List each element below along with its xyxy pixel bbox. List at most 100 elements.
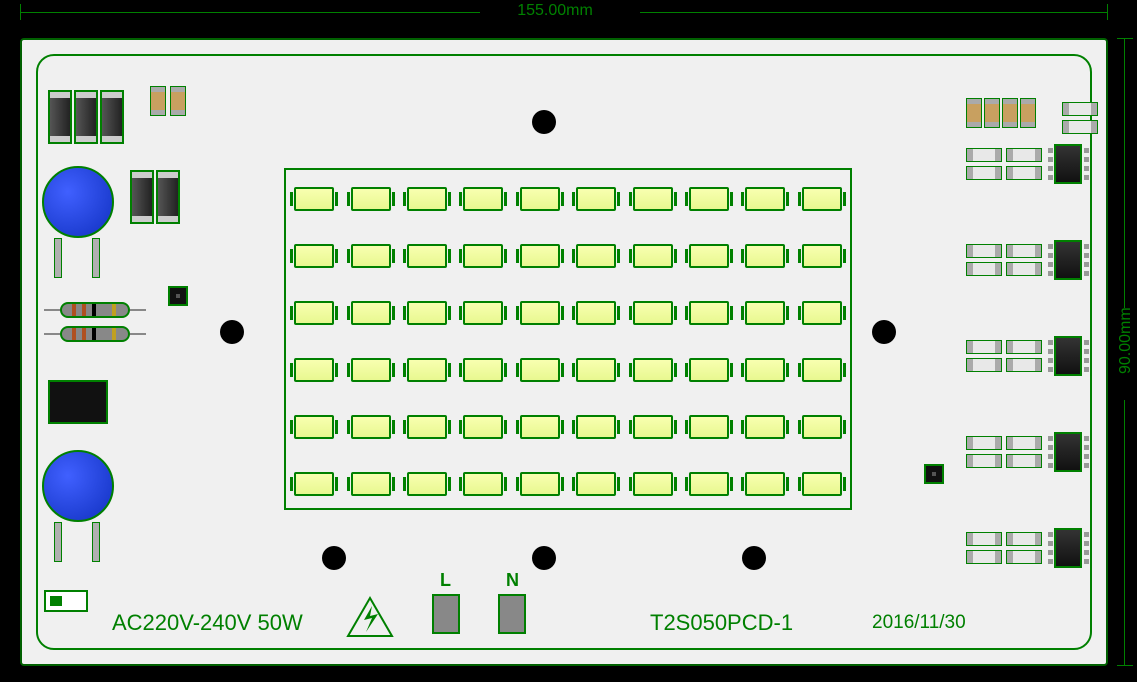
varistor-bottom (42, 450, 114, 522)
smd-resistor (1006, 454, 1042, 468)
smd-resistor (1062, 102, 1098, 116)
led (407, 472, 447, 496)
led (802, 415, 842, 439)
fiducial (168, 286, 188, 306)
smd-cap (984, 98, 1000, 128)
mounting-hole (532, 110, 556, 134)
smd-resistor (966, 454, 1002, 468)
driver-ic (1054, 336, 1082, 376)
driver-ic (1054, 240, 1082, 280)
smd-resistor (1006, 166, 1042, 180)
smd-resistor (1006, 532, 1042, 546)
smd-cap (150, 86, 166, 116)
smd-resistor (966, 358, 1002, 372)
mounting-hole (322, 546, 346, 570)
led (520, 301, 560, 325)
electrolytic-cap (156, 170, 180, 224)
smd-cap (1002, 98, 1018, 128)
led (351, 187, 391, 211)
smd-resistor (966, 436, 1002, 450)
smd-resistor (966, 166, 1002, 180)
smd-resistor (966, 244, 1002, 258)
smd-cap (1020, 98, 1036, 128)
led (576, 244, 616, 268)
driver-ic (1054, 528, 1082, 568)
led (463, 244, 503, 268)
smd-resistor (1006, 436, 1042, 450)
led (745, 187, 785, 211)
sot-ic (48, 380, 108, 424)
led (351, 301, 391, 325)
terminal-pad (432, 594, 460, 634)
led (802, 358, 842, 382)
electrolytic-cap (130, 170, 154, 224)
led (294, 472, 334, 496)
led (633, 358, 673, 382)
led (576, 472, 616, 496)
led (689, 244, 729, 268)
led-array (284, 168, 852, 510)
electrolytic-cap (74, 90, 98, 144)
led (633, 244, 673, 268)
led (633, 187, 673, 211)
dimension-width: 155.00mm (0, 2, 1110, 20)
terminal-label: N (506, 570, 519, 591)
terminal-label: L (440, 570, 451, 591)
driver-ic (1054, 144, 1082, 184)
led (407, 358, 447, 382)
smd-cap (170, 86, 186, 116)
mounting-hole (872, 320, 896, 344)
dimension-height: 90.00mm (1117, 0, 1135, 682)
pcb-board: LN AC220V-240V 50W T2S050PCD-1 2016/11/3… (20, 38, 1108, 666)
through-hole-resistor-2 (60, 326, 130, 342)
led (689, 301, 729, 325)
smd-resistor (966, 262, 1002, 276)
led (520, 415, 560, 439)
led (294, 244, 334, 268)
led (633, 415, 673, 439)
led (407, 187, 447, 211)
led (463, 415, 503, 439)
varistor-top (42, 166, 114, 238)
smd-resistor (966, 532, 1002, 546)
electrolytic-cap (48, 90, 72, 144)
led (407, 415, 447, 439)
smd-resistor (1006, 262, 1042, 276)
led (520, 187, 560, 211)
silk-voltage: AC220V-240V 50W (112, 610, 303, 636)
mounting-hole (742, 546, 766, 570)
smd-resistor (1062, 120, 1098, 134)
led (633, 301, 673, 325)
terminal-pad (498, 594, 526, 634)
led (351, 472, 391, 496)
led (633, 472, 673, 496)
fiducial (924, 464, 944, 484)
led (802, 187, 842, 211)
smd-resistor (966, 550, 1002, 564)
led (351, 415, 391, 439)
led (576, 415, 616, 439)
smd-cap (966, 98, 982, 128)
led (520, 358, 560, 382)
led (689, 187, 729, 211)
led (463, 358, 503, 382)
mounting-hole (532, 546, 556, 570)
high-voltage-icon (346, 596, 394, 638)
electrolytic-cap (100, 90, 124, 144)
led (463, 472, 503, 496)
led (463, 301, 503, 325)
led (294, 301, 334, 325)
led (745, 244, 785, 268)
smd-resistor (1006, 550, 1042, 564)
silk-date: 2016/11/30 (872, 612, 966, 634)
led (520, 244, 560, 268)
led (802, 244, 842, 268)
led (689, 472, 729, 496)
driver-ic (1054, 432, 1082, 472)
led (802, 301, 842, 325)
led (351, 358, 391, 382)
led (576, 358, 616, 382)
smd-resistor (966, 340, 1002, 354)
smd-resistor (1006, 148, 1042, 162)
led (689, 358, 729, 382)
